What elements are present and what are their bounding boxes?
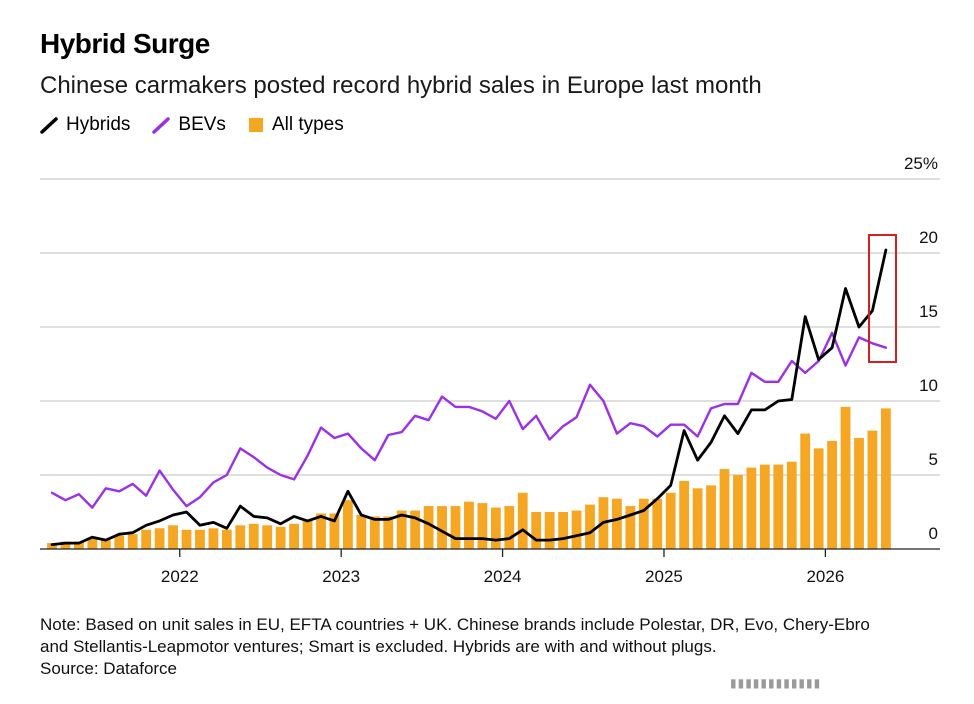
bar-all-types — [585, 504, 595, 549]
bar-all-types — [262, 525, 273, 549]
bar-all-types — [773, 464, 784, 549]
bar-all-types — [477, 503, 488, 549]
bar-all-types — [490, 507, 501, 549]
legend: Hybrids BEVs All types — [40, 114, 366, 136]
bar-all-types — [100, 540, 111, 549]
note-line: Note: Based on unit sales in EU, EFTA co… — [40, 615, 870, 634]
bar-all-types — [719, 469, 730, 549]
highlight-box — [868, 234, 897, 363]
x-tick-label: 2026 — [806, 567, 844, 586]
legend-label-hybrids: Hybrids — [66, 114, 131, 135]
bar-all-types — [612, 498, 622, 549]
bar-all-types — [881, 408, 891, 549]
bar-all-types — [168, 525, 178, 549]
bar-all-types — [558, 512, 568, 549]
bar-all-types — [464, 501, 474, 549]
bar-all-types — [786, 461, 797, 549]
y-tick-label: 10 — [919, 376, 938, 395]
bar-all-types — [571, 510, 582, 549]
x-tick-label: 2025 — [645, 567, 683, 586]
chart-title: Hybrid Surge — [40, 28, 210, 59]
bar-all-types — [827, 440, 837, 549]
line-swatch-icon — [152, 117, 171, 134]
bar-all-types — [154, 528, 165, 549]
bar-all-types — [423, 506, 434, 549]
bar-all-types — [625, 506, 636, 549]
bar-all-types — [746, 467, 757, 549]
bar-all-types — [840, 406, 851, 549]
bar-all-types — [867, 430, 878, 549]
bar-all-types — [235, 525, 246, 549]
bar-all-types — [679, 480, 690, 549]
y-tick-label: 5 — [929, 450, 938, 469]
bar-all-types — [437, 506, 447, 549]
bar-all-types — [60, 541, 71, 549]
bar-all-types — [141, 529, 152, 549]
bar-all-types — [316, 513, 326, 549]
bar-all-types — [356, 514, 367, 549]
bar-all-types — [733, 475, 743, 549]
bar-all-types — [195, 529, 205, 549]
bar-all-types — [181, 529, 192, 549]
bar-all-types — [383, 516, 394, 549]
bar-all-types — [544, 512, 555, 549]
source-line: Source: Dataforce — [40, 659, 178, 678]
bar-all-types — [652, 498, 663, 549]
bar-all-types — [638, 498, 649, 549]
bar-all-types — [504, 506, 515, 549]
bar-all-types — [275, 526, 286, 549]
bar-all-types — [208, 528, 219, 549]
bar-all-types — [248, 523, 259, 549]
legend-label-bevs: BEVs — [178, 114, 226, 135]
bar-all-types — [74, 541, 84, 549]
bar-all-types — [302, 520, 313, 549]
y-tick-label: 15 — [919, 302, 938, 321]
bar-all-types — [665, 492, 676, 549]
square-swatch-icon — [248, 118, 263, 132]
bar-all-types — [517, 492, 528, 549]
bar-all-types — [114, 535, 125, 549]
bar-all-types — [289, 523, 299, 549]
legend-item-all-types: All types — [248, 114, 344, 136]
bar-all-types — [531, 512, 542, 549]
bar-all-types — [813, 448, 824, 549]
series-line-hybrids — [50, 248, 888, 546]
chart-subtitle: Chinese carmakers posted record hybrid s… — [40, 72, 762, 99]
series-line-bevs — [50, 331, 888, 509]
legend-item-hybrids: Hybrids — [40, 114, 130, 136]
bar-all-types — [706, 485, 716, 549]
legend-label-all-types: All types — [271, 114, 344, 135]
bar-all-types — [343, 500, 353, 549]
bar-all-types — [87, 538, 98, 549]
y-tick-label: 20 — [919, 228, 938, 247]
legend-item-bevs: BEVs — [152, 114, 226, 136]
x-tick-label: 2024 — [484, 567, 522, 586]
bar-all-types — [369, 516, 380, 549]
line-swatch-icon — [40, 117, 58, 134]
x-tick-label: 2023 — [322, 567, 360, 586]
y-tick-label: 25% — [904, 154, 938, 173]
y-tick-label: 0 — [929, 524, 938, 543]
bar-all-types — [410, 510, 421, 549]
bar-all-types — [127, 534, 138, 549]
bar-all-types — [450, 506, 461, 549]
footnote: Note: Based on unit sales in EU, EFTA co… — [40, 614, 940, 680]
bar-all-types — [396, 510, 407, 549]
bar-all-types — [692, 488, 703, 549]
bar-all-types — [329, 513, 340, 549]
note-line: and Stellantis-Leapmotor ventures; Smart… — [40, 637, 717, 656]
chart-plot: 0 5 10 15 20 25% 2022 2023 2024 2025 2026 — [40, 154, 940, 586]
bar-all-types — [854, 438, 864, 549]
bar-all-types — [759, 464, 770, 549]
bar-all-types — [47, 543, 57, 549]
watermark: ▮▮▮▮▮▮▮▮▮▮▮▮ — [730, 676, 822, 690]
bar-all-types — [221, 529, 232, 549]
bar-all-types — [800, 433, 811, 549]
x-tick-label: 2022 — [161, 567, 199, 586]
